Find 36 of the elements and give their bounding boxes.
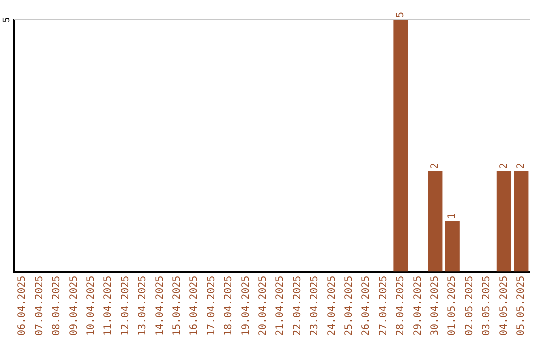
x-tick-label: 14.04.2025: [154, 276, 166, 336]
data-label: 2: [430, 163, 441, 170]
x-tick-label: 28.04.2025: [396, 276, 407, 336]
x-tick-label: 20.04.2025: [258, 276, 269, 336]
x-tick-label: 11.04.2025: [103, 276, 114, 336]
x-tick-label: 09.04.2025: [68, 276, 80, 336]
x-tick-label: 23.04.2025: [310, 276, 321, 336]
x-tick-label: 18.04.2025: [224, 276, 235, 336]
data-label: 1: [447, 213, 458, 220]
x-tick-label: 12.04.2025: [120, 276, 132, 336]
x-tick-label: 30.04.2025: [430, 276, 441, 336]
x-tick-label: 17.04.2025: [206, 276, 218, 336]
x-tick-label: 13.04.2025: [138, 276, 149, 336]
x-tick-label: 01.05.2025: [447, 276, 458, 336]
x-tick-label: 04.05.2025: [498, 276, 510, 336]
x-tick-label: 19.04.2025: [240, 276, 252, 336]
x-tick-label: 21.04.2025: [275, 276, 286, 336]
x-tick-label: 24.04.2025: [326, 276, 338, 336]
data-label: 2: [498, 163, 510, 170]
x-tick-label: 08.04.2025: [52, 276, 63, 336]
x-tick-label: 26.04.2025: [361, 276, 372, 336]
data-label: 2: [516, 163, 527, 170]
x-tick-label: 06.04.2025: [17, 276, 28, 336]
x-tick-label: 07.04.2025: [34, 276, 46, 336]
x-tick-label: 15.04.2025: [172, 276, 183, 336]
data-label: 5: [396, 12, 407, 18]
x-tick-label: 05.05.2025: [516, 276, 527, 336]
x-tick-label: 10.04.2025: [86, 276, 97, 336]
x-tick-label: 03.05.2025: [482, 276, 493, 336]
x-tick-label: 16.04.2025: [189, 276, 200, 336]
x-tick-label: 02.05.2025: [464, 276, 476, 336]
x-tick-label: 27.04.2025: [378, 276, 390, 336]
x-tick-label: 22.04.2025: [292, 276, 304, 336]
x-tick-label: 29.04.2025: [412, 276, 424, 336]
ref-line-label: 5: [2, 17, 12, 23]
x-tick-label: 25.04.2025: [344, 276, 355, 336]
